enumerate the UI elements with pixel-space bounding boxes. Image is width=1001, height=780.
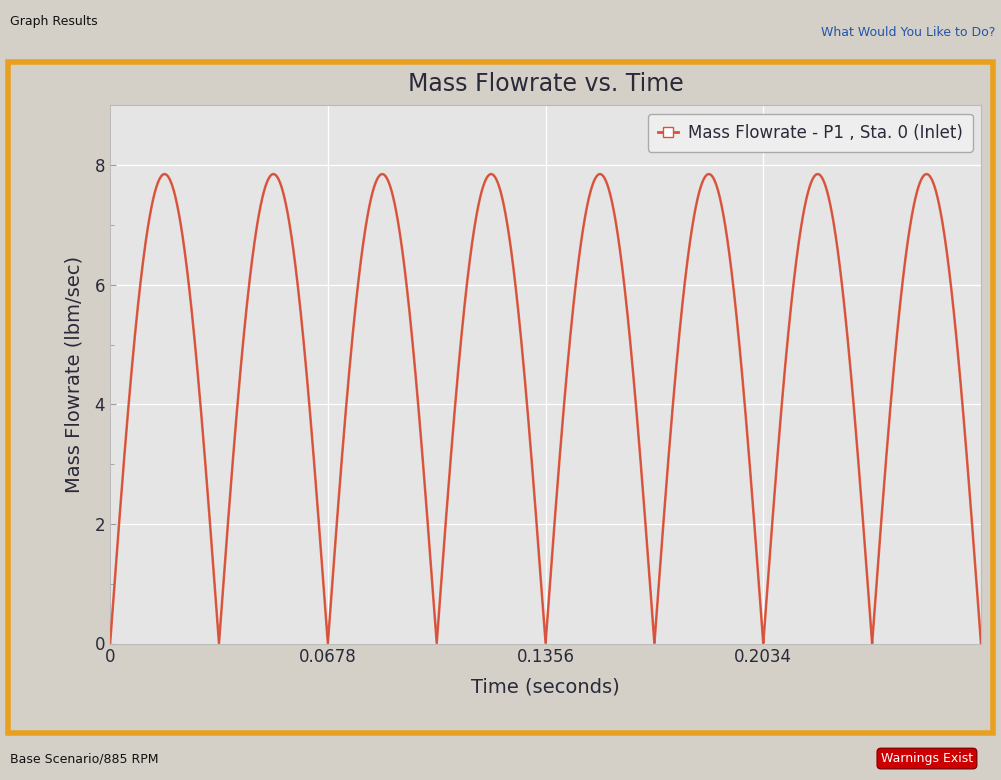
Text: What Would You Like to Do?: What Would You Like to Do? (821, 26, 995, 39)
Text: Warnings Exist: Warnings Exist (881, 752, 973, 765)
Legend: Mass Flowrate - P1 , Sta. 0 (Inlet): Mass Flowrate - P1 , Sta. 0 (Inlet) (648, 114, 973, 151)
Y-axis label: Mass Flowrate (lbm/sec): Mass Flowrate (lbm/sec) (64, 256, 83, 493)
Text: Base Scenario/885 RPM: Base Scenario/885 RPM (10, 752, 158, 765)
Text: Graph Results: Graph Results (10, 15, 98, 27)
Title: Mass Flowrate vs. Time: Mass Flowrate vs. Time (407, 73, 684, 97)
X-axis label: Time (seconds): Time (seconds) (471, 678, 620, 697)
